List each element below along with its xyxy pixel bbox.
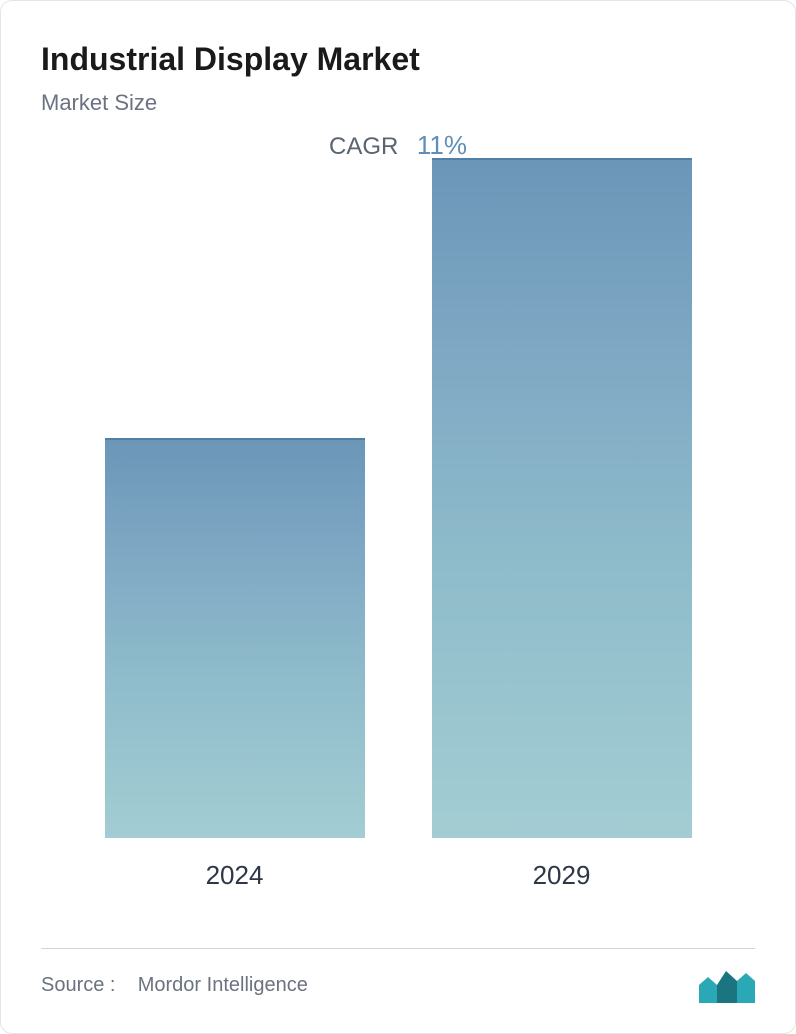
logo-icon bbox=[699, 967, 755, 1003]
source-name: Mordor Intelligence bbox=[138, 974, 308, 996]
cagr-label: CAGR bbox=[329, 133, 398, 160]
source-label: Source : bbox=[41, 974, 115, 996]
chart-container: Industrial Display Market Market Size CA… bbox=[0, 0, 796, 1034]
chart-title: Industrial Display Market bbox=[41, 41, 755, 78]
footer: Source : Mordor Intelligence bbox=[41, 948, 755, 1003]
cagr-row: CAGR 11% bbox=[41, 130, 755, 161]
bar-2024 bbox=[105, 438, 365, 838]
bar-label-0: 2024 bbox=[206, 860, 264, 891]
bar-label-1: 2029 bbox=[533, 860, 591, 891]
chart-area: 2024 2029 bbox=[41, 191, 755, 891]
bar-2029 bbox=[432, 158, 692, 838]
cagr-value: 11% bbox=[417, 130, 467, 160]
source-text: Source : Mordor Intelligence bbox=[41, 974, 308, 997]
bar-group-1: 2029 bbox=[422, 158, 702, 891]
chart-subtitle: Market Size bbox=[41, 90, 755, 116]
bar-group-0: 2024 bbox=[95, 438, 375, 891]
